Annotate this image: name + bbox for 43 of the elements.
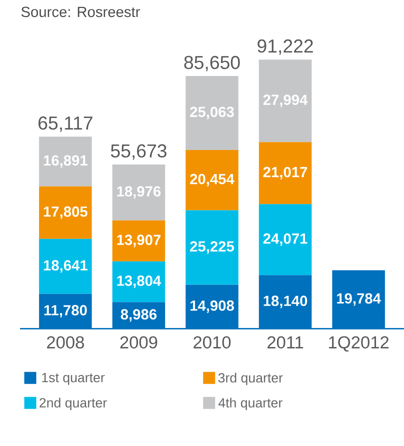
bar [112, 164, 166, 220]
data-label: 18,641 [44, 260, 88, 273]
data-label: 27,994 [263, 94, 308, 108]
bar [112, 220, 166, 262]
data-label: 11,780 [44, 305, 87, 318]
data-label: 25,063 [190, 106, 234, 120]
data-label: 14,908 [190, 300, 234, 313]
data-label: 25,225 [190, 241, 234, 254]
data-label: 20,454 [190, 174, 234, 186]
bar [186, 150, 238, 210]
data-label: 18,140 [264, 296, 308, 308]
x-tick-label: 2008 [47, 336, 84, 348]
data-label: 24,071 [263, 233, 308, 246]
bar [186, 76, 238, 150]
data-label: 13,804 [117, 276, 162, 288]
legend-label: 2nd quarter [40, 398, 107, 410]
bar [112, 261, 166, 302]
bar [39, 136, 92, 186]
data-label: 19,784 [337, 293, 381, 306]
legend-label: 4th quarter [218, 398, 282, 410]
x-tick-label: 2010 [194, 336, 231, 348]
x-tick-label: 2009 [120, 336, 158, 348]
bar [258, 204, 312, 276]
total-label: 85,650 [184, 56, 240, 72]
source-note: Source: Rosreestr [21, 6, 140, 18]
bar [258, 142, 312, 204]
data-label: 13,907 [117, 234, 160, 248]
legend-label: 3rd quarter [218, 372, 283, 386]
bar [39, 238, 92, 294]
total-label: 91,222 [258, 39, 313, 55]
bar [39, 186, 92, 239]
data-label: 16,891 [44, 155, 88, 168]
bar [186, 210, 238, 285]
bar [258, 60, 312, 142]
x-tick-label: 2011 [268, 336, 304, 348]
data-label: 18,976 [117, 186, 161, 199]
legend-label: 1st quarter [42, 372, 105, 385]
total-label: 65,117 [38, 116, 92, 132]
data-label: 8,986 [120, 309, 157, 322]
data-label: 21,017 [263, 166, 308, 180]
x-tick-label: 1Q2012 [329, 336, 389, 352]
data-label: 17,805 [44, 206, 88, 219]
total-label: 55,673 [110, 144, 166, 160]
